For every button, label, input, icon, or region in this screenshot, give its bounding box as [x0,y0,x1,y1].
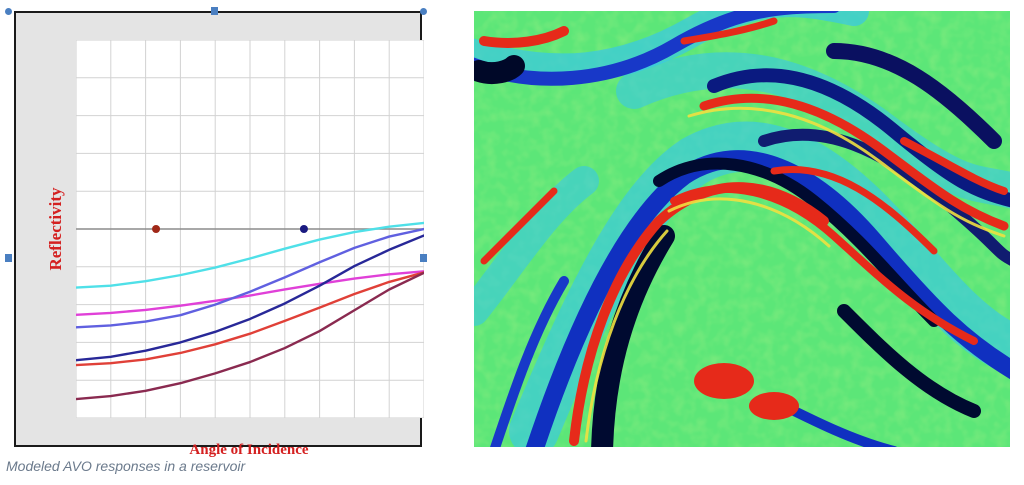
y-axis-label: Reflectivity [46,187,65,271]
selection-handle[interactable] [211,7,218,15]
series-line-1 [76,221,424,289]
seismic-section-image [474,11,1010,447]
x-axis-label: Angle of Incidence [189,442,309,458]
selection-handle[interactable] [420,8,427,15]
avo-chart-figure: Reflectivity Angle of Incidence [14,11,424,458]
series-line-2 [76,270,424,317]
selection-handle[interactable] [5,8,12,15]
plot-svg [76,40,424,418]
series-line-5 [76,271,424,367]
selection-handle[interactable] [5,254,12,262]
plot-area [76,40,424,418]
selection-handle[interactable] [420,254,427,262]
figure-caption: Modeled AVO responses in a reservoir [6,458,246,474]
data-point-1 [152,225,161,233]
series-line-4 [76,234,424,362]
data-point-2 [299,225,308,233]
series-line-6 [76,271,424,401]
series-line-3 [76,227,424,329]
